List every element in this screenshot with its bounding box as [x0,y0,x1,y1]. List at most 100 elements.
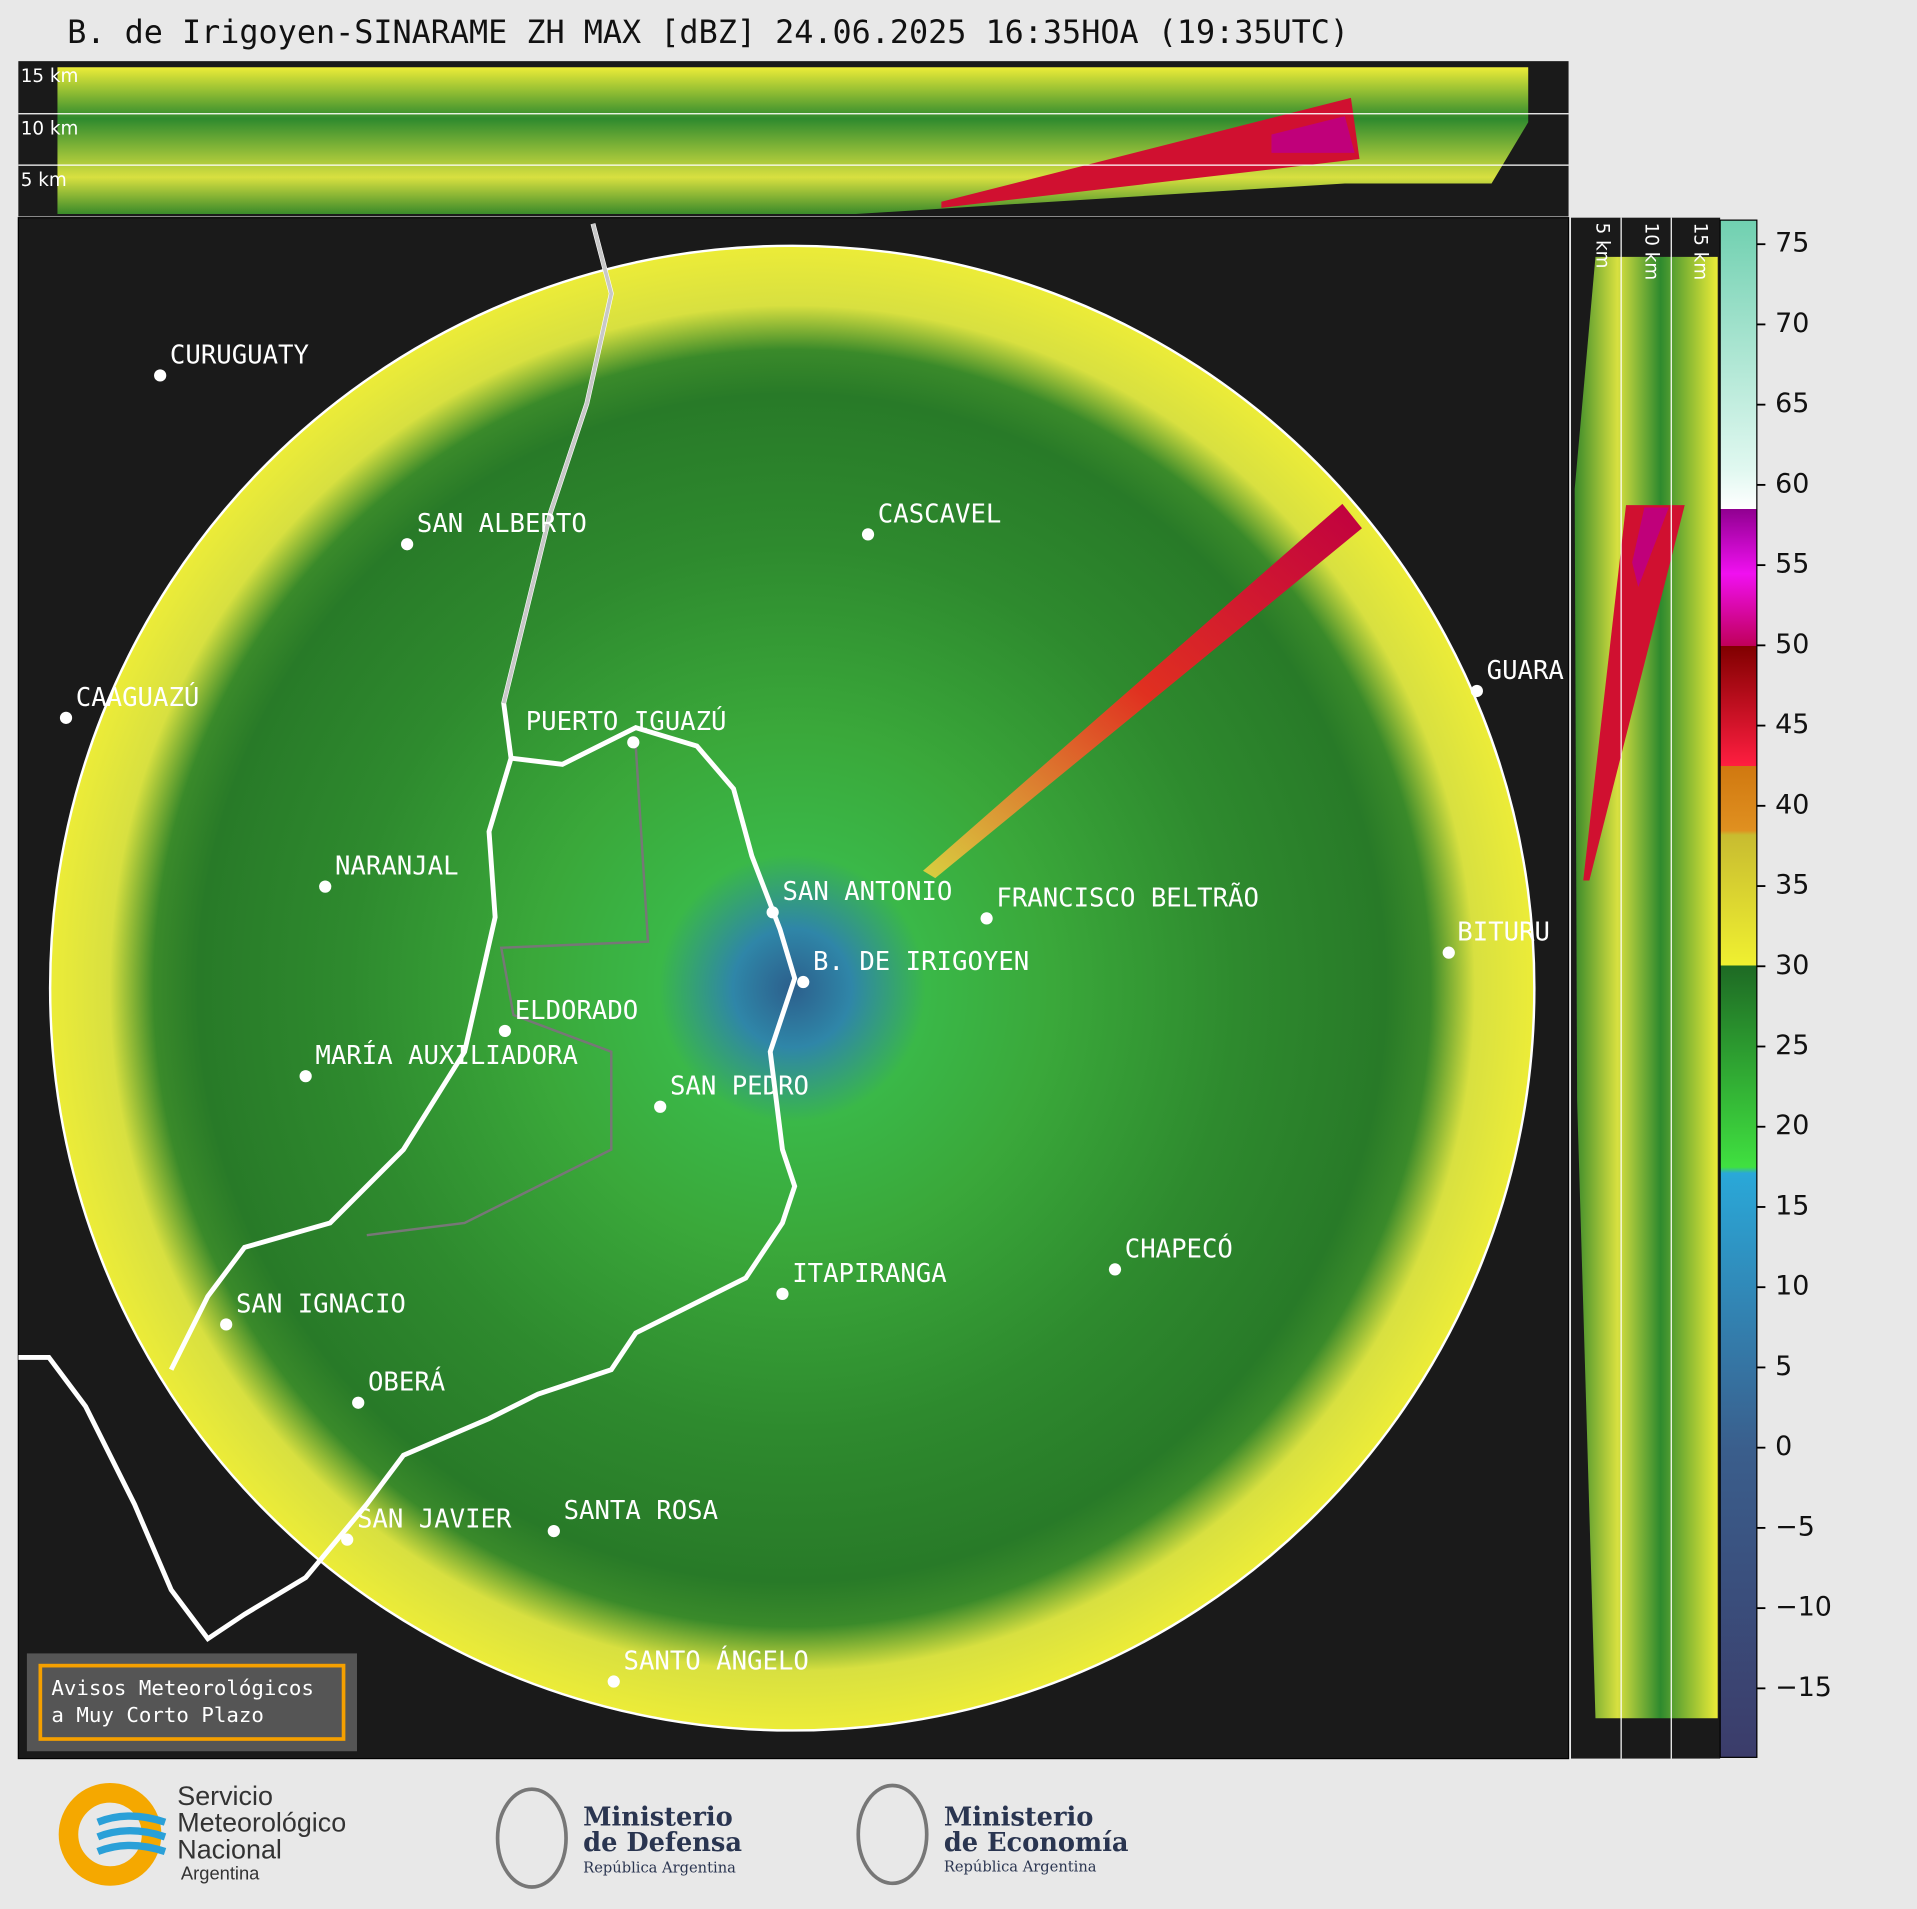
height-label: 5 km [1592,223,1613,269]
city-dot [498,1024,512,1038]
notice-frame [38,1663,346,1741]
city-label: CURUGUATY [170,340,309,370]
city-label: NARANJAL [335,852,459,882]
city-dot [154,369,167,382]
height-label: 10 km [1640,223,1661,281]
emblem [856,1783,929,1886]
city-label: MARÍA AUXILIADORA [315,1039,578,1071]
city-label: SAN PEDRO [670,1072,809,1102]
city-dot [607,1675,620,1688]
city-label: PUERTO IGUAZÚ [526,705,727,737]
city-dot [766,906,779,919]
city-label: SAN ANTONIO [782,877,952,907]
colorbar-tick-label: 5 [1775,1351,1792,1382]
colorbar-tick-label: 20 [1775,1110,1809,1141]
city-dot [352,1396,365,1409]
top-wedge [941,97,1360,208]
city-dot [547,1524,560,1538]
colorbar-tick-label: 65 [1775,388,1809,419]
logo-text: Meteorológico [177,1808,346,1838]
notice-text: a Muy Corto Plazo [51,1703,264,1727]
city-label: ITAPIRANGA [792,1259,946,1289]
city-layer: CURUGUATY SAN ALBERTO CASCAVEL CAAGUAZÚ GUAR… [59,340,1564,1688]
city-label: SAN IGNACIO [236,1289,406,1319]
city-dot [627,736,640,749]
city-label: ELDORADO [515,996,639,1026]
city-dot [776,1287,789,1300]
height-label: 5 km [21,170,67,191]
city-label: CAAGUAZÚ [76,681,200,713]
height-label: 10 km [21,119,79,140]
city-dot [401,538,414,551]
border [501,223,614,704]
side-wedge-core [1632,507,1669,588]
map-layer [18,223,1536,1732]
logo-text: de Economía [944,1828,1129,1858]
colorbar-tick-label: 30 [1775,950,1809,981]
city-dot [1442,946,1455,959]
city-dot [1470,684,1483,698]
side-wedge [1583,505,1685,881]
border [18,223,798,1643]
side-echo [1574,256,1718,1719]
notice-box[interactable] [26,1653,357,1752]
logo-text: República Argentina [583,1860,736,1877]
colorbar-tick-label: 0 [1775,1431,1792,1462]
logo-text: de Defensa [583,1828,742,1858]
colorbar [1719,219,1758,1758]
colorbar-tick-label: 50 [1775,629,1809,660]
range-ring [48,244,1536,1732]
city-dot [220,1318,233,1331]
city-label: SAN ALBERTO [417,509,587,539]
city-label: BITURU [1457,918,1550,948]
colorbar-tick-label: −5 [1775,1511,1815,1542]
city-label: B. DE IRIGOYEN [813,947,1029,977]
department-line [366,745,650,1237]
city-label: CASCAVEL [878,499,1002,529]
radar-beam [923,503,1362,879]
top-wedge-core [1271,116,1355,153]
city-dot [861,528,875,541]
city-dot [1108,1263,1122,1276]
city-dot [980,912,993,925]
logo-text: Ministerio [944,1803,1094,1833]
logo-text: Argentina [181,1863,260,1884]
emblem [495,1787,568,1889]
city-label: SANTA ROSA [564,1496,718,1526]
city-dot [299,1070,312,1083]
logo-text: Servicio [177,1781,273,1811]
colorbar-tick-label: 40 [1775,789,1809,820]
border [168,757,514,1371]
logo-text: República Argentina [944,1858,1097,1875]
city-label: OBERÁ [368,1366,445,1398]
height-label: 15 km [21,66,79,87]
city-dot [341,1533,354,1546]
city-dot [654,1100,667,1113]
city-label: CHAPECÓ [1125,1232,1233,1264]
height-label: 15 km [1689,223,1710,281]
colorbar-tick-label: 10 [1775,1271,1809,1302]
city-label: SANTO ÁNGELO [624,1644,809,1676]
logo-text: Ministerio [583,1803,733,1833]
title: B. de Irigoyen-SINARAME ZH MAX [dBZ] 24.… [67,14,1349,51]
city-dot [59,711,73,724]
colorbar-tick-label: 35 [1775,870,1809,901]
notice-text: Avisos Meteorológicos [51,1676,314,1700]
city-label: SAN JAVIER [357,1505,512,1535]
colorbar-tick-label: 15 [1775,1190,1809,1221]
city-label: GUARA [1487,656,1564,686]
logo-text: Nacional [177,1835,282,1865]
colorbar-tick-label: −15 [1775,1672,1832,1703]
colorbar-tick-label: 55 [1775,549,1809,580]
colorbar-tick-label: −10 [1775,1592,1832,1623]
colorbar-tick-label: 25 [1775,1030,1809,1061]
colorbar-tick-label: 70 [1775,308,1809,339]
colorbar-tick-label: 75 [1775,228,1809,259]
city-dot [797,975,810,989]
city-dot [319,880,332,893]
city-label: FRANCISCO BELTRÃO [996,881,1259,913]
smn-logo-waves [96,1812,167,1856]
